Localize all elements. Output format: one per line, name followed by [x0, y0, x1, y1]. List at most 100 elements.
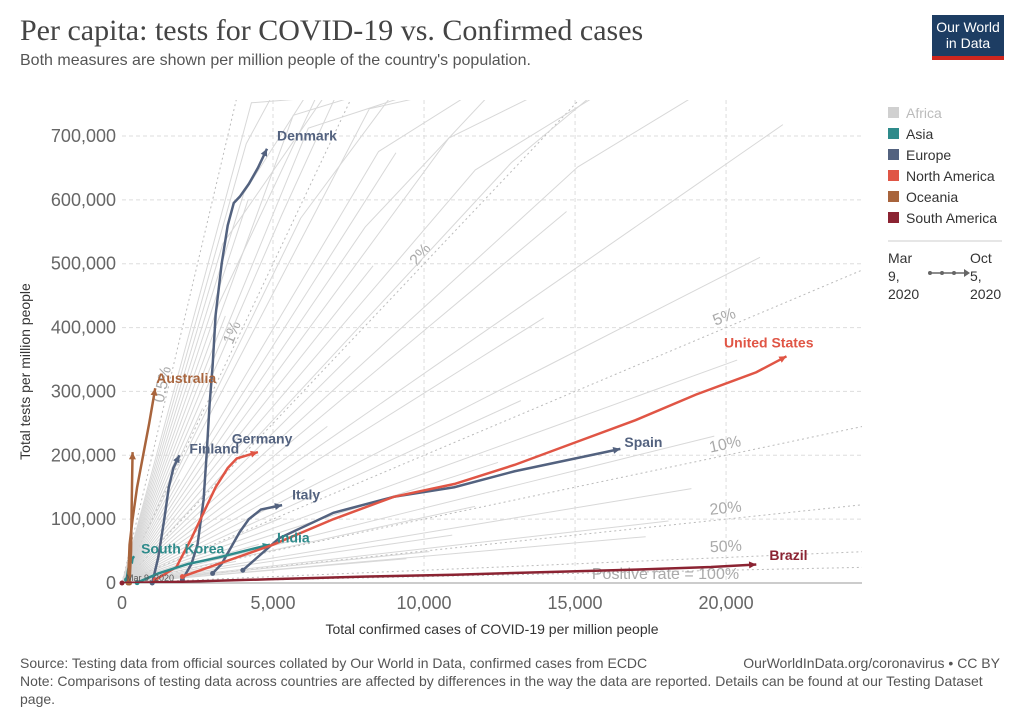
- series-start-point: [119, 580, 125, 586]
- other-country-line: [122, 100, 486, 583]
- y-tick-label: 600,000: [51, 190, 116, 210]
- timeline-start-label: 9,: [888, 268, 900, 284]
- site-link[interactable]: OurWorldInData.org/coronavirus • CC BY: [743, 655, 1000, 671]
- series-label: Brazil: [769, 547, 807, 563]
- footer: Source: Testing data from official sourc…: [20, 654, 1010, 708]
- timeline-arrow: [964, 269, 970, 277]
- chart-subtitle: Both measures are shown per million peop…: [20, 52, 531, 69]
- series-line: [122, 563, 757, 583]
- other-country-line: [122, 199, 249, 583]
- timeline-dot: [928, 271, 932, 275]
- timeline-start-label: Mar: [888, 250, 912, 266]
- y-tick-label: 700,000: [51, 126, 116, 146]
- series-line: [128, 452, 134, 583]
- logo-line1: Our World: [936, 19, 1000, 35]
- other-country-line: [122, 265, 374, 583]
- x-axis-label: Total confirmed cases of COVID-19 per mi…: [325, 621, 658, 637]
- legend-swatch: [888, 149, 899, 160]
- y-tick-label: 300,000: [51, 381, 116, 401]
- y-tick-label: 0: [106, 573, 116, 593]
- x-tick-label: 20,000: [699, 593, 754, 613]
- reference-line: [122, 100, 352, 583]
- other-country-line: [122, 100, 316, 583]
- other-country-line: [122, 100, 294, 583]
- series-arrowhead: [748, 561, 757, 569]
- other-country-line: [122, 100, 528, 583]
- x-tick-label: 15,000: [548, 593, 603, 613]
- legend-label: Europe: [906, 147, 951, 163]
- chart-title: Per capita: tests for COVID-19 vs. Confi…: [20, 14, 644, 47]
- reference-line-label: 50%: [709, 538, 742, 557]
- legend-label: Oceania: [906, 189, 958, 205]
- reference-line: [122, 504, 862, 583]
- other-country-line: [122, 152, 397, 583]
- logo-line2: in Data: [945, 35, 991, 51]
- series-label: Spain: [624, 434, 662, 450]
- series-arrowhead: [250, 450, 258, 458]
- x-tick-label: 10,000: [397, 593, 452, 613]
- y-tick-label: 500,000: [51, 254, 116, 274]
- legend-label: South America: [906, 210, 997, 226]
- timeline-end-label: 5,: [970, 268, 982, 284]
- other-country-line: [122, 359, 738, 583]
- y-tick-label: 100,000: [51, 509, 116, 529]
- timeline-start-label: 2020: [888, 286, 919, 302]
- other-country-line: [122, 100, 396, 583]
- other-country-line: [122, 551, 430, 583]
- other-country-line: [122, 505, 476, 583]
- reference-line: [122, 269, 862, 583]
- series-label: Germany: [232, 431, 293, 447]
- y-tick-label: 200,000: [51, 445, 116, 465]
- other-country-line: [122, 435, 715, 583]
- other-country-line: [122, 100, 588, 583]
- other-country-line: [122, 100, 591, 583]
- reference-line: [122, 100, 237, 583]
- other-country-line: [122, 517, 282, 583]
- timeline-end-label: Oct: [970, 250, 992, 266]
- other-country-line: [122, 100, 271, 583]
- start-date-label: Mar 9, 2020: [126, 573, 174, 583]
- legend-label: Africa: [906, 105, 942, 121]
- other-country-line: [122, 536, 646, 583]
- series-line: [241, 447, 621, 572]
- reference-line-label: 10%: [708, 433, 743, 456]
- other-country-line: [122, 534, 453, 583]
- legend-label: North America: [906, 168, 995, 184]
- other-country-line: [122, 124, 784, 583]
- series-arrowhead: [173, 455, 180, 464]
- legend-label: Asia: [906, 126, 933, 142]
- timeline-dot: [940, 271, 944, 275]
- timeline-end-label: 2020: [970, 286, 1001, 302]
- other-country-line: [122, 100, 304, 583]
- legend-swatch: [888, 128, 899, 139]
- series-arrowhead: [260, 148, 268, 157]
- series-line: [150, 454, 181, 583]
- other-country-line: [122, 100, 689, 583]
- reference-line-label: 5%: [710, 305, 738, 329]
- x-tick-label: 5,000: [250, 593, 295, 613]
- series-start-point: [210, 570, 216, 576]
- reference-line-label: 20%: [709, 499, 743, 519]
- reference-line: [122, 566, 862, 583]
- other-country-line: [122, 426, 328, 583]
- scatter-chart[interactable]: 0 100,000 200,000 300,000 400,000 500,000 600,…: [0, 0, 1024, 650]
- series-arrowhead: [612, 446, 621, 454]
- other-country-line: [122, 315, 226, 583]
- series-arrowhead: [274, 503, 283, 510]
- note-text: Note: Comparisons of testing data across…: [20, 673, 983, 707]
- series-line: [154, 450, 259, 581]
- other-country-line: [122, 211, 567, 583]
- series-label: Finland: [189, 440, 239, 456]
- series-start-point: [179, 574, 185, 580]
- other-country-line: [122, 100, 389, 583]
- other-country-line: [122, 100, 411, 583]
- reference-line: [122, 426, 862, 583]
- series-label: Denmark: [277, 127, 337, 143]
- series-arrowhead: [778, 356, 787, 363]
- legend-swatch: [888, 170, 899, 181]
- legend-swatch: [888, 191, 899, 202]
- series-start-point: [240, 567, 246, 573]
- owid-logo[interactable]: Our World in Data: [932, 15, 1004, 60]
- series-label: Australia: [156, 370, 216, 386]
- x-tick-label: 0: [117, 593, 127, 613]
